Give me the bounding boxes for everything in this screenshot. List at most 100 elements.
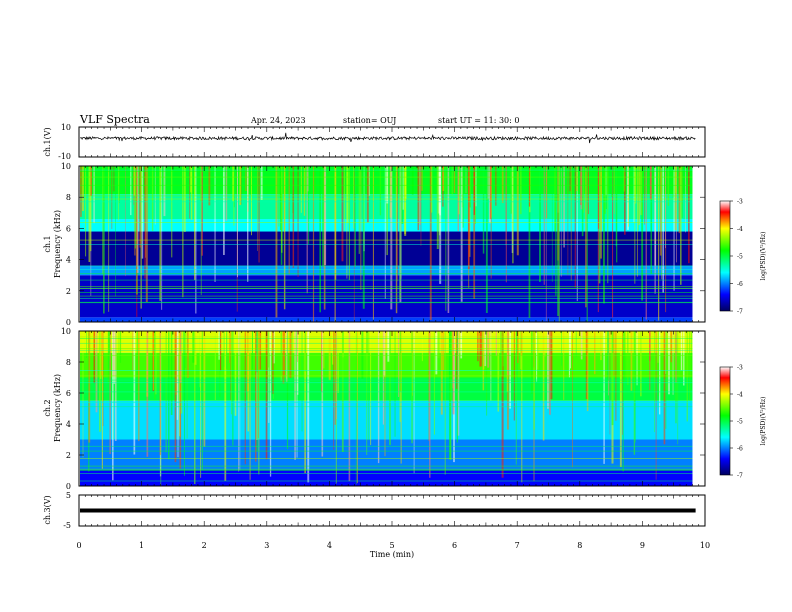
spectrogram-streak — [265, 331, 268, 460]
spectrogram-streak — [93, 166, 95, 224]
spectrogram-streak — [185, 331, 186, 368]
spectrogram-streak — [473, 166, 475, 215]
spectrogram-line — [80, 273, 693, 275]
spectrogram-streak — [269, 331, 272, 477]
spectrogram-line — [80, 465, 693, 467]
spectrogram-streak — [612, 166, 614, 318]
spectrogram-streak — [420, 166, 422, 246]
spectrogram-line — [80, 480, 693, 482]
spectrogram-streak — [134, 166, 137, 249]
spectrogram-streak — [678, 166, 681, 234]
spectrogram-streak — [291, 331, 293, 362]
ch1-waveform-line — [79, 132, 696, 144]
spectrogram-streak — [80, 166, 82, 217]
spectrogram-streak — [257, 331, 259, 439]
spectrogram-streak — [203, 331, 206, 447]
spectrogram-streak — [675, 331, 677, 383]
spectrogram-streak — [170, 331, 173, 415]
spectrogram-streak — [655, 331, 657, 480]
spectrogram-streak — [273, 331, 275, 364]
spectrogram-streak — [659, 166, 662, 256]
spectrogram-streak — [672, 331, 674, 395]
spectrogram-streak — [465, 166, 467, 194]
colorbar-tick-label: -7 — [737, 309, 743, 316]
spectrogram-streak — [419, 166, 421, 225]
spectrogram-line — [80, 382, 693, 384]
spectrogram-streak — [306, 166, 308, 294]
spectrogram-streak — [400, 331, 402, 464]
figure-title: VLF Spectra — [79, 113, 150, 126]
spectrogram-streak — [224, 331, 227, 481]
spectrogram-streak — [583, 166, 585, 213]
spectrogram-streak — [637, 166, 638, 277]
spectrogram-streak — [176, 331, 179, 420]
spectrogram-line — [80, 244, 693, 245]
spectrogram-streak — [366, 166, 369, 223]
spectrogram-line — [80, 239, 693, 241]
spectrogram-streak — [171, 166, 173, 258]
spectrogram-line — [80, 301, 693, 303]
spectrogram-line — [80, 201, 693, 203]
spectrogram-streak — [428, 331, 430, 441]
spectrogram-streak — [575, 331, 577, 358]
spectrogram-streak — [627, 331, 629, 385]
spectrogram-streak — [495, 166, 497, 206]
spectrogram-streak — [86, 331, 87, 358]
ch2-spectrogram-image — [80, 331, 693, 486]
spectrogram-streak — [607, 166, 609, 284]
spectrogram-line — [80, 401, 693, 403]
spectrogram-streak — [649, 331, 651, 361]
spectrogram-line — [80, 445, 693, 447]
spectrogram-streak — [384, 331, 386, 457]
spectrogram-streak — [597, 166, 599, 313]
spectrogram-streak — [411, 166, 414, 195]
spectrogram-streak — [528, 166, 531, 207]
spectrogram-band — [80, 317, 693, 322]
spectrogram-streak — [421, 166, 423, 191]
spectrogram-streak — [368, 166, 370, 196]
spectrogram-streak — [368, 331, 370, 441]
spectrogram-streak — [114, 331, 117, 441]
spectrogram-streak — [180, 331, 182, 383]
spectrogram-streak — [130, 166, 132, 216]
ch1-waveform-ytick: 10 — [61, 123, 71, 132]
spectrogram-streak — [139, 166, 141, 248]
spectrogram-streak — [585, 166, 587, 308]
ch2-colorbar-label: log(PSD)(V²/Hz) — [760, 397, 767, 446]
spectrogram-streak — [547, 331, 549, 409]
spectrogram-line — [80, 468, 693, 470]
spectrogram-streak — [82, 331, 84, 458]
spectrogram-streak — [232, 166, 235, 202]
spectrogram-streak — [234, 331, 237, 416]
spectrogram-band — [80, 439, 693, 471]
ch3-waveform-ticks — [78, 495, 706, 526]
colorbar-tick-label: -5 — [737, 419, 743, 426]
spectrogram-streak — [258, 331, 260, 475]
spectrogram-streak — [118, 331, 120, 374]
spectrogram-streak — [650, 166, 652, 274]
spectrogram-streak — [638, 166, 640, 225]
spectrogram-line — [80, 338, 693, 339]
spectrogram-ytick-label: 8 — [66, 358, 71, 367]
spectrogram-line — [80, 348, 693, 349]
spectrogram-streak — [107, 331, 110, 384]
spectrogram-ytick-label: 0 — [66, 318, 71, 327]
colorbar-tick-label: -3 — [737, 365, 743, 372]
spectrogram-streak — [341, 166, 344, 262]
spectrogram-streak — [324, 166, 327, 266]
spectrogram-ytick-label: 0 — [66, 482, 71, 491]
colorbar-tick-label: -4 — [737, 392, 743, 399]
ch1-waveform-ticks — [78, 127, 706, 157]
spectrogram-streak — [457, 166, 459, 232]
spectrogram-line — [80, 379, 693, 381]
spectrogram-streak — [159, 166, 162, 301]
spectrogram-line — [80, 355, 693, 356]
spectrogram-streak — [354, 166, 356, 267]
spectrogram-streak — [108, 166, 110, 312]
spectrogram-streak — [237, 166, 238, 278]
spectrogram-streak — [501, 331, 503, 377]
spectrogram-line — [80, 406, 693, 408]
spectrogram-streak — [630, 331, 633, 391]
spectrogram-ytick-label: 4 — [66, 256, 71, 265]
spectrogram-streak — [634, 331, 636, 443]
